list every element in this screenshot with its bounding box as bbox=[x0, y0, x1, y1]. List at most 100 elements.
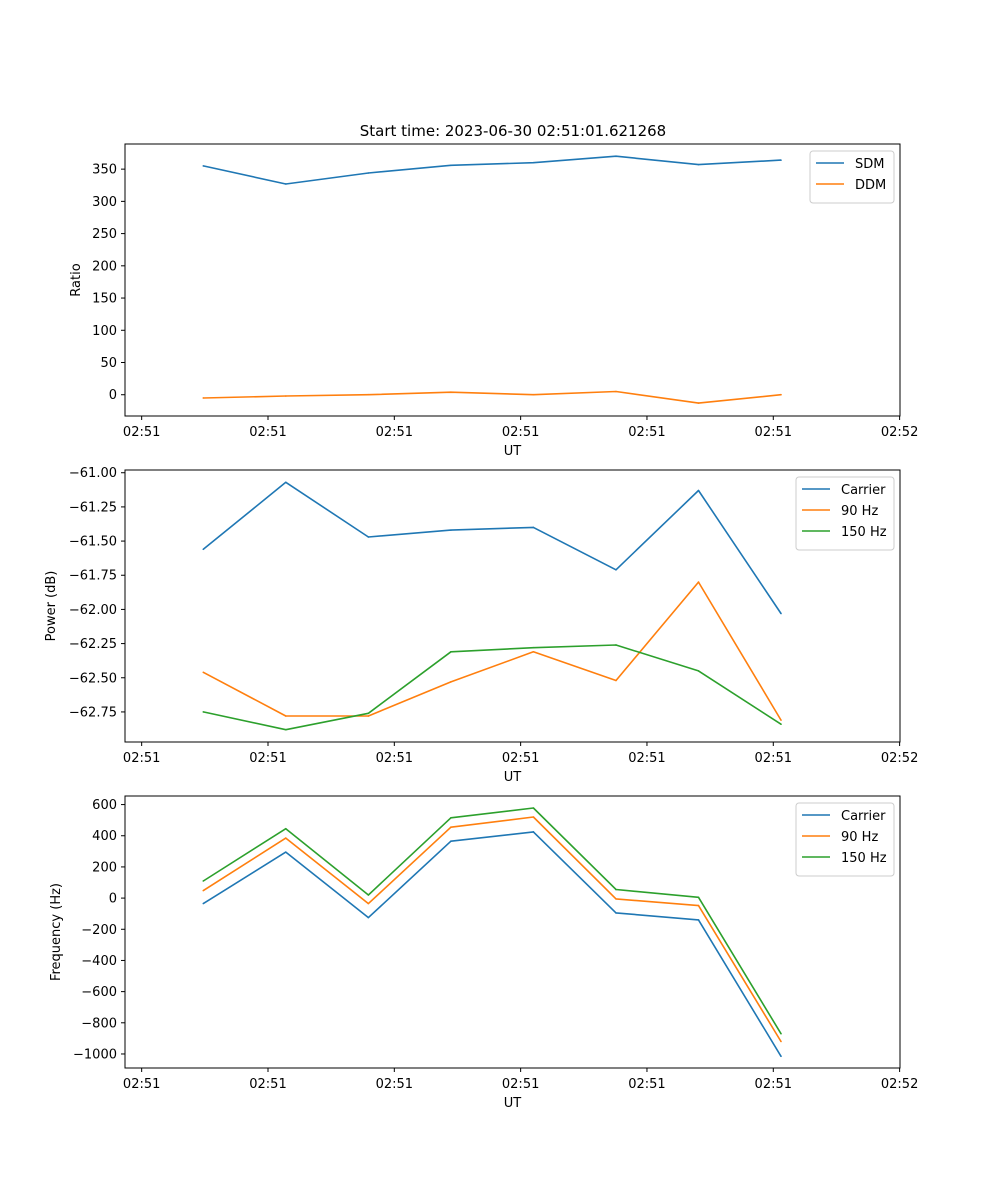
power-data-point bbox=[367, 715, 370, 717]
power-legend-label: 150 Hz bbox=[841, 525, 887, 540]
power-axes-frame bbox=[124, 469, 901, 743]
frequency-data-point bbox=[367, 902, 370, 905]
power-x-tick-label: 02:51 bbox=[755, 751, 792, 766]
ratio-data-point bbox=[202, 165, 205, 167]
ratio-data-point bbox=[285, 395, 287, 397]
ratio-series-line-ddm bbox=[203, 390, 782, 404]
power-data-point bbox=[367, 536, 370, 538]
power-data-point bbox=[202, 548, 205, 551]
ratio-x-tick-label: 02:51 bbox=[376, 425, 413, 440]
frequency-y-tick-label: −400 bbox=[81, 954, 117, 969]
power-data-point bbox=[202, 711, 205, 713]
frequency-x-tick-label: 02:52 bbox=[881, 1077, 918, 1092]
frequency-data-point bbox=[615, 912, 617, 914]
ratio-x-tick-label: 02:51 bbox=[628, 425, 665, 440]
ratio-y-tick-label: 350 bbox=[92, 163, 117, 178]
power-y-tick-label: −62.25 bbox=[69, 637, 117, 652]
frequency-data-point bbox=[450, 817, 452, 819]
power-data-point bbox=[780, 719, 782, 721]
frequency-y-tick-label: 600 bbox=[92, 798, 117, 813]
power-legend-label: Carrier bbox=[841, 483, 886, 498]
ratio-legend-box bbox=[809, 150, 895, 204]
frequency-legend-label: 150 Hz bbox=[841, 851, 887, 866]
ratio-data-point bbox=[367, 172, 370, 174]
power-legend: Carrier 90 Hz 150 Hz bbox=[795, 476, 895, 551]
power-y-axis-label: Power (dB) bbox=[44, 571, 59, 642]
ratio-y-tick-label: 250 bbox=[92, 227, 117, 242]
power-y-tick-label: −61.25 bbox=[69, 500, 117, 515]
frequency-y-axis-label: Frequency (Hz) bbox=[49, 883, 64, 981]
power-series-line-150-hz bbox=[203, 644, 782, 731]
power-x-tick-label: 02:51 bbox=[502, 751, 539, 766]
power-x-tick-label: 02:51 bbox=[628, 751, 665, 766]
ratio-x-tick-label: 02:51 bbox=[502, 425, 539, 440]
frequency-data-point bbox=[532, 831, 535, 833]
power-y-tick-label: −61.75 bbox=[69, 569, 117, 584]
ratio-data-point bbox=[697, 402, 700, 404]
frequency-data-point bbox=[532, 816, 535, 818]
frequency-panel: 600 400 200 0 −200 −400 −600 −800 −1000 02:51 02:5… bbox=[49, 795, 918, 1111]
power-data-point bbox=[285, 481, 287, 484]
power-data-point bbox=[532, 526, 535, 529]
frequency-series-line-150-hz bbox=[202, 807, 782, 1035]
frequency-data-point bbox=[285, 837, 287, 839]
frequency-data-point bbox=[615, 898, 617, 900]
ratio-panel: 0 50 100 150 200 250 300 350 02:51 02:51 02:51 02:5… bbox=[69, 143, 918, 459]
ratio-data-point bbox=[780, 393, 782, 396]
frequency-y-tick-label: 0 bbox=[109, 892, 117, 907]
ratio-series-line-sdm bbox=[203, 155, 782, 185]
power-data-point bbox=[615, 568, 617, 571]
power-data-point bbox=[450, 681, 452, 683]
ratio-y-tick-label: 150 bbox=[92, 292, 117, 307]
figure-title: Start time: 2023-06-30 02:51:01.621268 bbox=[360, 122, 666, 140]
power-y-tick-label: −61.50 bbox=[69, 535, 117, 550]
power-y-tick-label: −61.00 bbox=[69, 466, 117, 481]
frequency-data-point bbox=[450, 826, 452, 828]
ratio-legend-label: DDM bbox=[855, 178, 886, 193]
frequency-data-point bbox=[285, 827, 287, 830]
ratio-x-tick-label: 02:51 bbox=[123, 425, 160, 440]
power-data-point bbox=[202, 671, 205, 674]
ratio-data-point bbox=[450, 164, 452, 167]
frequency-data-point bbox=[780, 1040, 782, 1043]
power-panel: −61.00 −61.25 −61.50 −61.75 −62.00 −62.25 −62.… bbox=[44, 466, 918, 785]
power-x-axis-label: UT bbox=[504, 770, 522, 785]
frequency-data-point bbox=[367, 916, 370, 919]
frequency-legend-label: Carrier bbox=[841, 809, 886, 824]
power-series-line-90-hz bbox=[202, 581, 782, 721]
power-data-point bbox=[697, 489, 700, 492]
frequency-data-point bbox=[697, 904, 700, 907]
ratio-data-point bbox=[285, 183, 287, 185]
power-data-point bbox=[450, 650, 452, 653]
frequency-legend: Carrier 90 Hz 150 Hz bbox=[795, 802, 895, 877]
power-x-tick-label: 02:51 bbox=[123, 751, 160, 766]
ratio-data-point bbox=[532, 161, 535, 164]
frequency-data-point bbox=[780, 1055, 782, 1058]
frequency-data-point bbox=[532, 807, 535, 809]
frequency-data-point bbox=[367, 894, 370, 896]
ratio-y-tick-label: 200 bbox=[92, 259, 117, 274]
power-y-tick-label: −62.50 bbox=[69, 671, 117, 686]
power-data-point bbox=[697, 670, 700, 672]
frequency-y-tick-label: 200 bbox=[92, 860, 117, 875]
ratio-data-point bbox=[780, 159, 782, 161]
frequency-data-point bbox=[202, 889, 205, 892]
ratio-y-tick-label: 50 bbox=[100, 356, 117, 371]
ratio-data-point bbox=[367, 393, 370, 396]
ratio-legend-label: SDM bbox=[855, 157, 884, 172]
frequency-series-line-carrier bbox=[202, 831, 782, 1057]
ratio-data-point bbox=[615, 155, 617, 158]
ratio-x-tick-label: 02:51 bbox=[755, 425, 792, 440]
power-data-point bbox=[615, 644, 617, 646]
frequency-y-tick-label: −800 bbox=[81, 1016, 117, 1031]
power-data-point bbox=[532, 646, 535, 649]
power-series-line-carrier bbox=[202, 481, 782, 614]
frequency-x-axis-label: UT bbox=[504, 1096, 522, 1111]
frequency-data-point bbox=[615, 888, 617, 891]
ratio-legend: SDM DDM bbox=[809, 150, 895, 204]
frequency-series-line-90-hz bbox=[202, 816, 782, 1042]
frequency-axes-frame bbox=[124, 795, 901, 1069]
frequency-x-tick-label: 02:51 bbox=[249, 1077, 286, 1092]
